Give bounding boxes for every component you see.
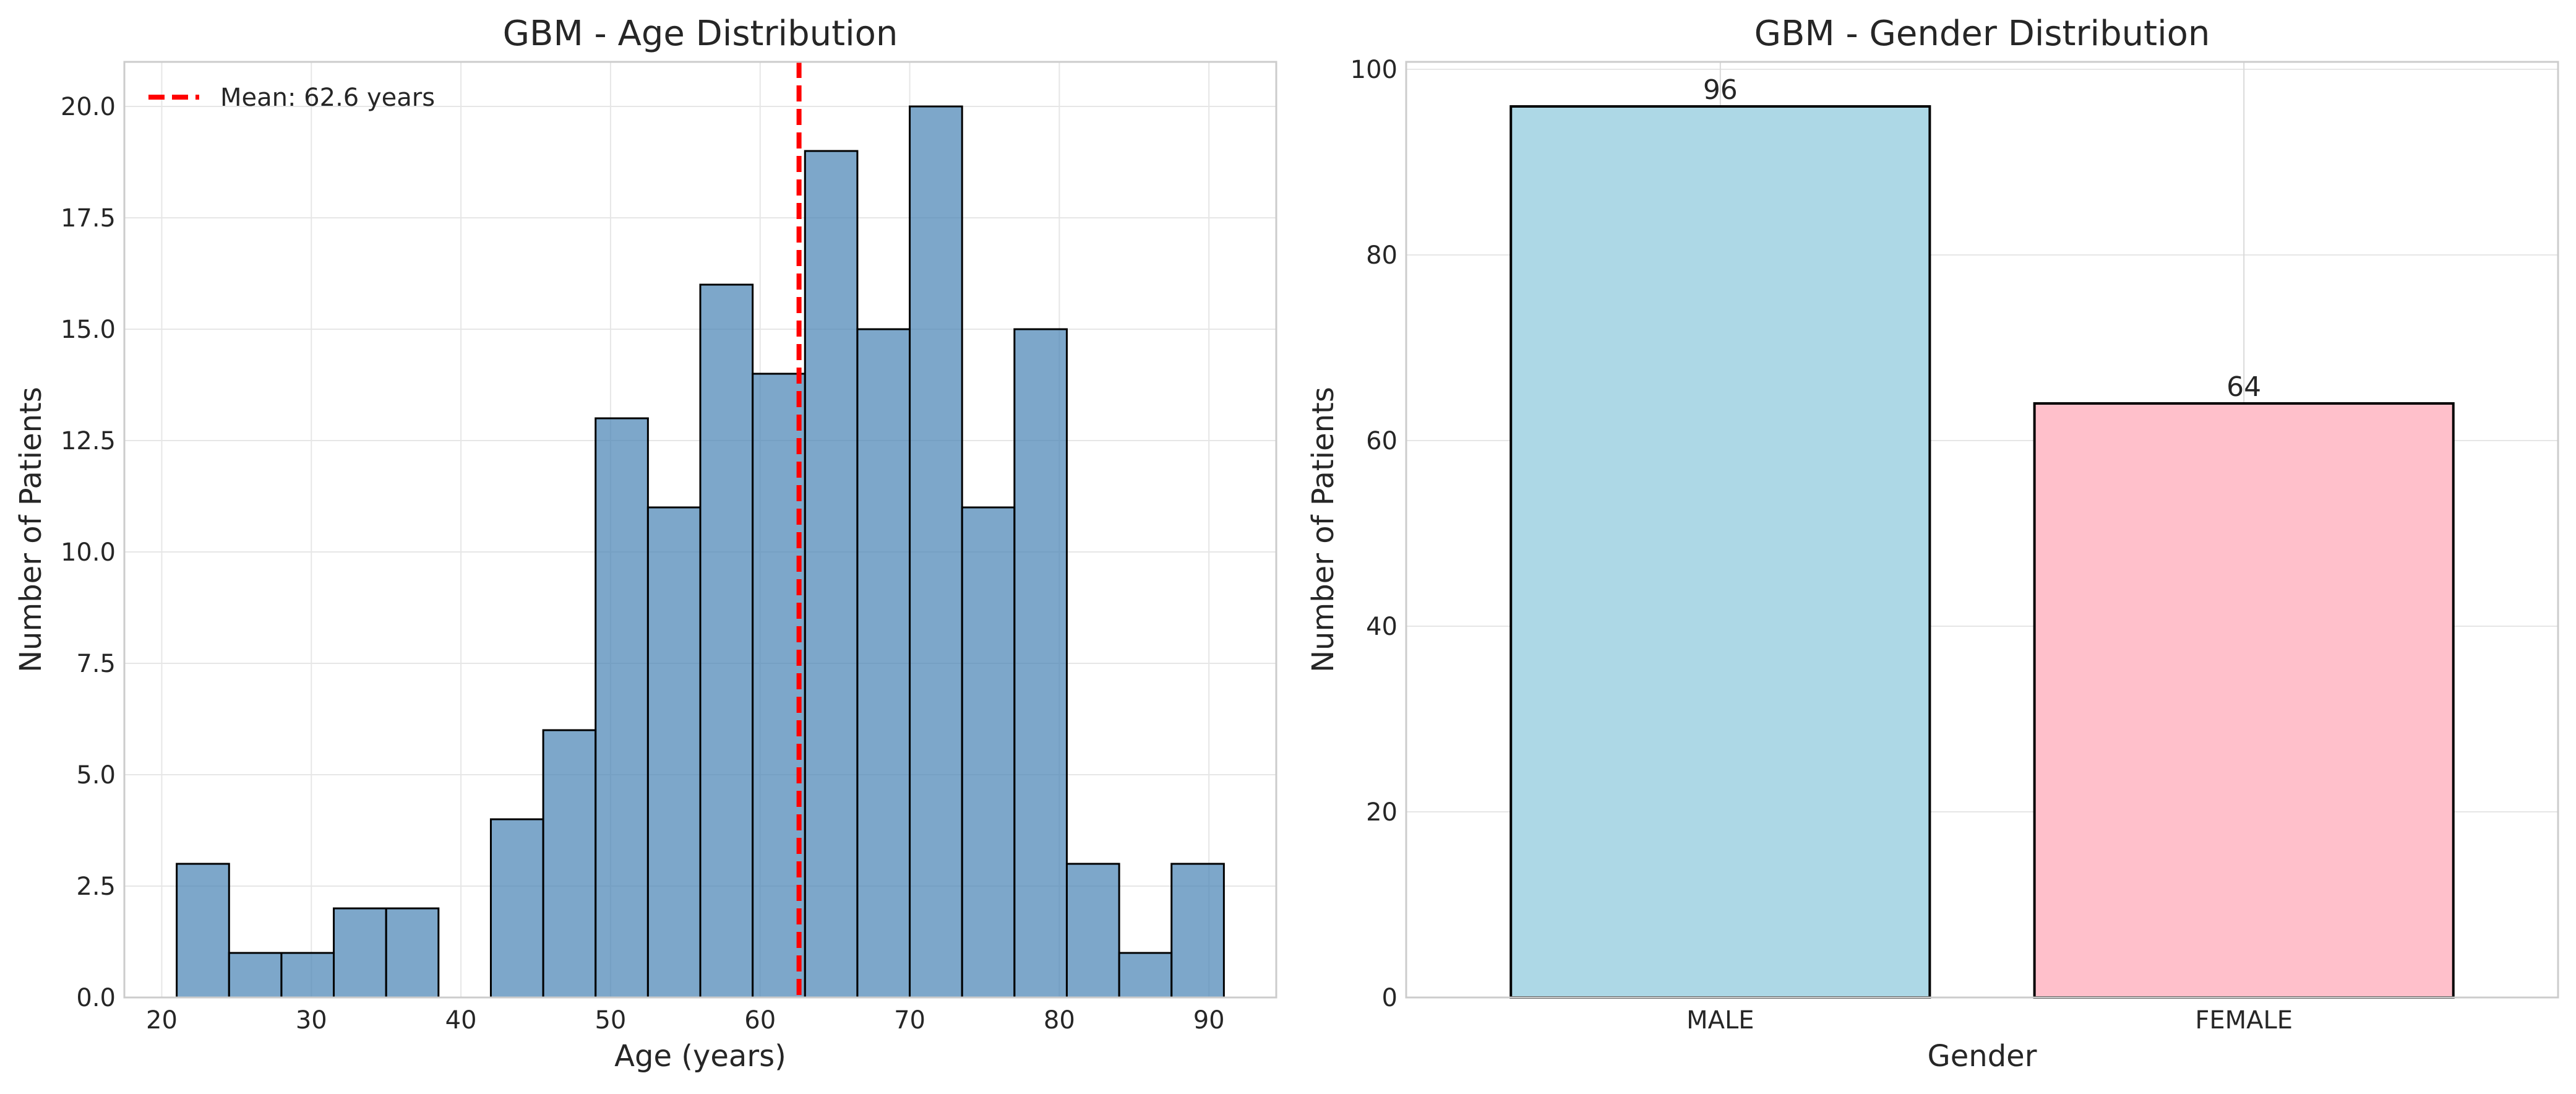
age-x-tick-label: 60 bbox=[744, 1006, 776, 1035]
age-histogram-frame bbox=[123, 61, 1277, 999]
gender-bar-male bbox=[1509, 105, 1931, 999]
gender-bar-value-label: 96 bbox=[1703, 74, 1738, 106]
gender-x-tick-label: FEMALE bbox=[2195, 1006, 2293, 1035]
gender-bar-title: GBM - Gender Distribution bbox=[1754, 14, 2210, 54]
age-y-tick-label: 5.0 bbox=[76, 761, 116, 790]
age-x-tick-label: 80 bbox=[1044, 1006, 1075, 1035]
age-histogram-bar bbox=[542, 729, 597, 999]
age-histogram-bar bbox=[176, 863, 230, 999]
age-histogram-bar bbox=[752, 373, 806, 999]
legend-mean-label: Mean: 62.6 years bbox=[220, 84, 435, 112]
age-x-tick-label: 20 bbox=[146, 1006, 178, 1035]
gender-bar-female bbox=[2033, 402, 2455, 999]
gender-y-tick-label: 80 bbox=[1366, 241, 1397, 270]
age-histogram-bar bbox=[804, 150, 859, 999]
age-x-tick-label: 70 bbox=[894, 1006, 925, 1035]
age-y-tick-label: 7.5 bbox=[76, 650, 116, 678]
age-y-tick-label: 0.0 bbox=[76, 984, 116, 1012]
age-histogram-bar bbox=[961, 506, 1016, 999]
gender-x-tick-label: MALE bbox=[1686, 1006, 1754, 1035]
age-y-ticks: 0.0 2.5 5.0 7.5 10.0 12.5 15.0 17.5 20.0 bbox=[61, 93, 116, 1012]
age-histogram-bar bbox=[280, 952, 335, 999]
age-x-tick-label: 40 bbox=[445, 1006, 477, 1035]
age-y-tick-label: 10.0 bbox=[61, 538, 116, 567]
age-histogram-bar bbox=[385, 907, 440, 999]
age-x-axis-label: Age (years) bbox=[614, 1039, 786, 1074]
age-histogram-title: GBM - Age Distribution bbox=[503, 14, 898, 54]
age-histogram-bar bbox=[856, 328, 911, 999]
gender-y-tick-label: 20 bbox=[1366, 798, 1397, 827]
gender-bar-value-label: 64 bbox=[2226, 371, 2261, 403]
age-y-axis-label: Number of Patients bbox=[14, 387, 48, 673]
age-y-tick-label: 20.0 bbox=[61, 93, 116, 121]
gender-y-tick-label: 60 bbox=[1366, 427, 1397, 455]
gender-x-ticks: MALE FEMALE bbox=[1686, 1006, 2293, 1035]
gender-y-tick-label: 0 bbox=[1382, 984, 1397, 1012]
age-histogram-bar bbox=[1118, 952, 1173, 999]
age-x-ticks: 20 30 40 50 60 70 80 90 bbox=[146, 1006, 1225, 1035]
age-histogram-bar bbox=[489, 818, 544, 999]
age-histogram-bar bbox=[646, 506, 702, 999]
age-histogram-panel: 20 30 40 50 60 70 80 90 0.0 2.5 5.0 7.5 10.0 12.5 15.… bbox=[14, 14, 1277, 1074]
age-histogram-bar bbox=[1065, 863, 1120, 999]
age-histogram-bar bbox=[228, 952, 283, 999]
age-y-tick-label: 17.5 bbox=[61, 204, 116, 233]
gender-bar-frame bbox=[1405, 61, 2559, 999]
age-histogram-bars bbox=[176, 105, 1225, 999]
age-y-tick-label: 12.5 bbox=[61, 427, 116, 455]
age-y-tick-label: 2.5 bbox=[76, 872, 116, 901]
gender-bar-panel: 96 64 MALE FEMALE 0 20 40 60 80 100 GBM - Gende… bbox=[1306, 14, 2559, 1074]
age-histogram-bar bbox=[1170, 863, 1225, 999]
age-x-tick-label: 90 bbox=[1193, 1006, 1225, 1035]
age-histogram-bar bbox=[595, 417, 649, 999]
age-histogram-bar bbox=[909, 105, 963, 999]
age-histogram-bar bbox=[699, 283, 754, 999]
gender-y-axis-label: Number of Patients bbox=[1306, 387, 1341, 673]
age-histogram-bar bbox=[333, 907, 387, 999]
age-x-tick-label: 50 bbox=[595, 1006, 626, 1035]
gender-y-ticks: 0 20 40 60 80 100 bbox=[1350, 56, 1397, 1012]
age-x-tick-label: 30 bbox=[296, 1006, 327, 1035]
age-histogram-bar bbox=[1013, 328, 1068, 999]
age-y-tick-label: 15.0 bbox=[61, 316, 116, 344]
gender-y-tick-label: 40 bbox=[1366, 613, 1397, 641]
gender-bars: 96 64 bbox=[1509, 74, 2455, 999]
gender-x-axis-label: Gender bbox=[1928, 1039, 2037, 1074]
age-histogram-legend: Mean: 62.6 years bbox=[148, 84, 435, 112]
gender-y-tick-label: 100 bbox=[1350, 56, 1397, 84]
